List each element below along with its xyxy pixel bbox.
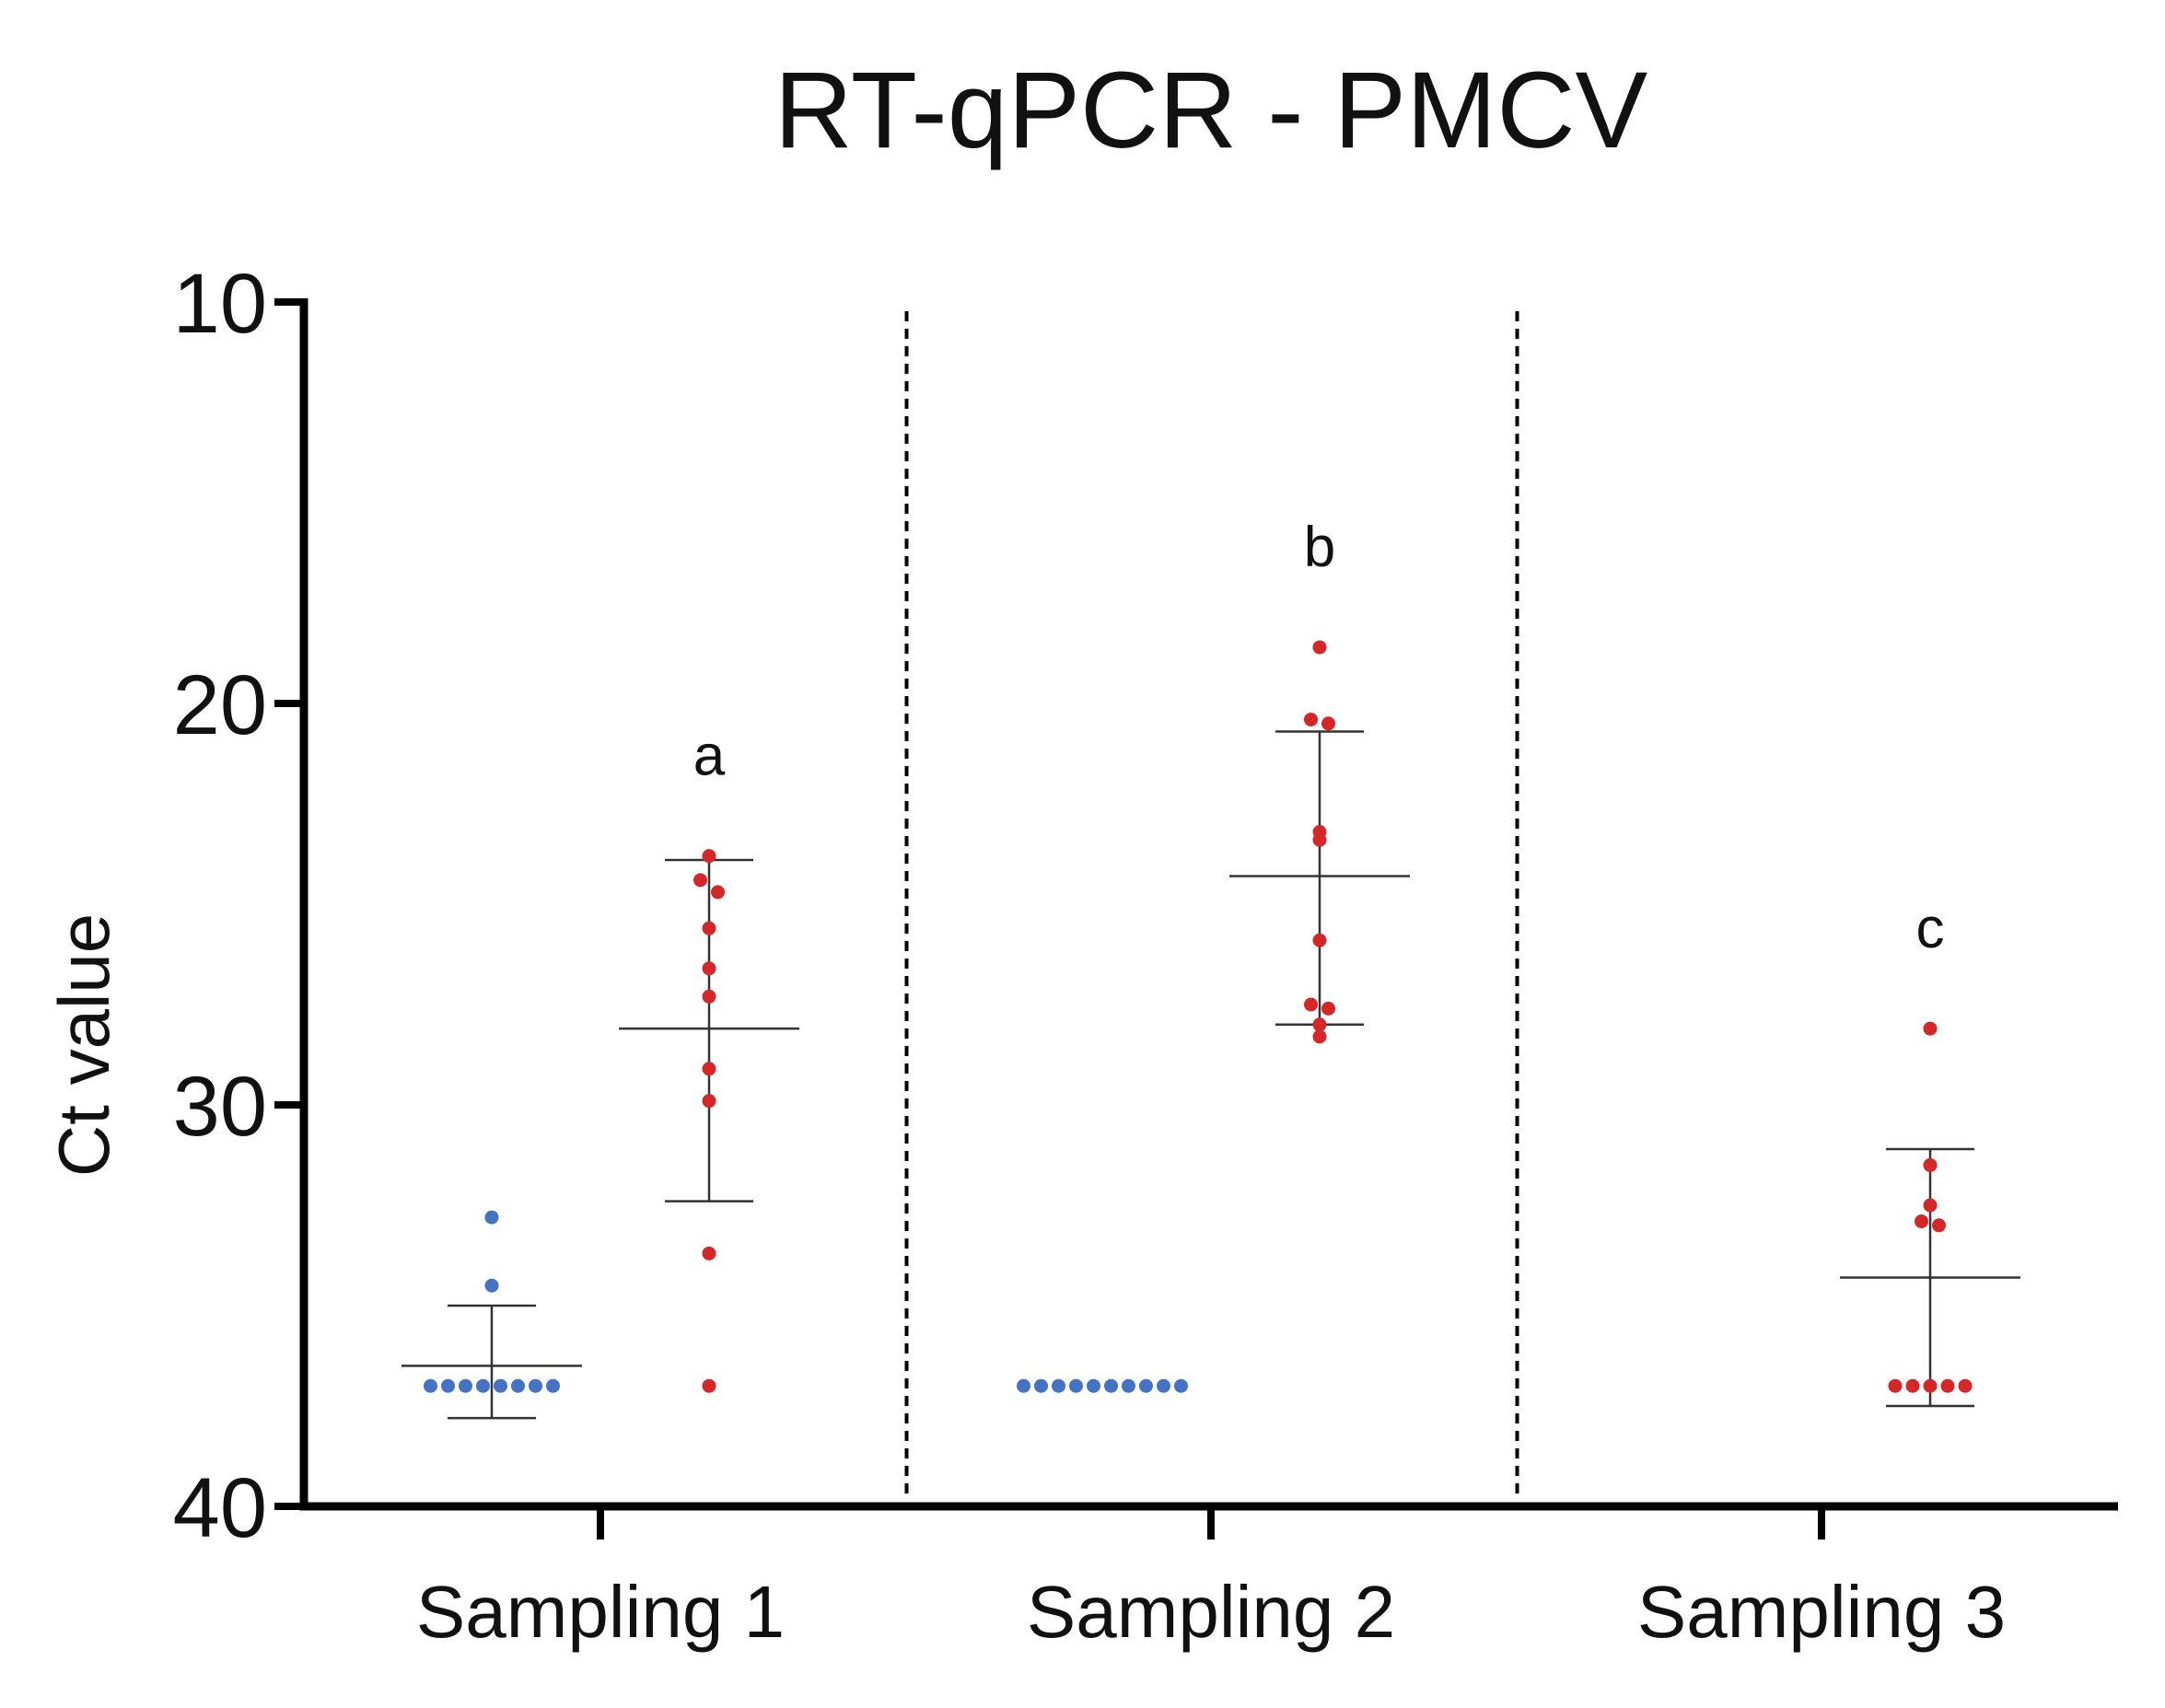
blue-data-point	[1104, 1378, 1118, 1393]
significance-letter: a	[693, 725, 726, 788]
group-separators	[904, 311, 1519, 1499]
blue-data-point	[1087, 1378, 1100, 1393]
blue-data-point	[441, 1378, 455, 1393]
y-tick-labels: 10 20 30 40	[173, 257, 267, 1555]
blue-data-point	[1122, 1378, 1135, 1393]
y-tick-label: 40	[173, 1461, 267, 1555]
red-data-point	[702, 1378, 716, 1393]
red-data-point	[1888, 1378, 1903, 1393]
y-axis-label: Ct value	[43, 913, 124, 1177]
red-data-point	[1321, 1001, 1335, 1016]
blue-data-point	[1174, 1378, 1188, 1393]
x-tick-label: Sampling 2	[1027, 1571, 1395, 1653]
error-bars	[402, 730, 2020, 1420]
red-data-point	[702, 961, 716, 976]
blue-data-point	[494, 1378, 507, 1393]
blue-data-point	[1034, 1378, 1048, 1393]
blue-data-point	[459, 1378, 472, 1393]
x-tick-label: Sampling 1	[416, 1571, 785, 1653]
x-tick-label: Sampling 3	[1637, 1571, 2006, 1653]
red-data-point	[1923, 1157, 1938, 1172]
red-data-point	[1958, 1378, 1973, 1393]
y-tick-label: 10	[173, 257, 267, 351]
x-tick-labels: Sampling 1 Sampling 2 Sampling 3	[416, 1571, 2006, 1653]
y-tick-label: 20	[173, 658, 267, 752]
red-data-point	[711, 885, 725, 900]
blue-data-point	[1052, 1378, 1065, 1393]
axes	[274, 298, 2118, 1540]
red-data-point	[1304, 997, 1318, 1012]
red-data-point	[1304, 712, 1318, 726]
blue-data-point	[1157, 1378, 1170, 1393]
red-data-point	[702, 1094, 716, 1109]
red-data-point	[1312, 1029, 1327, 1044]
significance-letter: b	[1304, 516, 1335, 579]
blue-data-point	[476, 1378, 490, 1393]
red-data-point	[1923, 1378, 1938, 1393]
blue-data-point	[484, 1210, 499, 1225]
significance-letters: a b c	[693, 516, 1945, 960]
blue-data-point	[1139, 1378, 1153, 1393]
red-data-point	[1312, 1017, 1327, 1032]
blue-data-point	[484, 1278, 499, 1293]
y-tick-label: 30	[173, 1060, 267, 1154]
red-data-point	[1312, 832, 1327, 847]
blue-data-point	[511, 1378, 525, 1393]
blue-data-point	[1069, 1378, 1083, 1393]
red-data-point	[702, 921, 716, 935]
red-data-point	[1940, 1378, 1955, 1393]
blue-data-point	[529, 1378, 542, 1393]
red-data-point	[1312, 640, 1327, 655]
chart-title: RT-qPCR - PMCV	[774, 50, 1648, 171]
red-data-point	[1321, 716, 1335, 731]
blue-data-point	[1017, 1378, 1030, 1393]
red-data-point	[1915, 1214, 1928, 1228]
red-data-point	[702, 1062, 716, 1076]
data-points	[424, 640, 1973, 1393]
red-data-point	[1923, 1198, 1938, 1213]
significance-letter: c	[1916, 897, 1945, 960]
red-data-point	[693, 873, 707, 888]
red-data-point	[702, 1246, 716, 1261]
red-data-point	[1905, 1378, 1920, 1393]
blue-data-point	[546, 1378, 560, 1393]
red-data-point	[702, 989, 716, 1004]
red-data-point	[702, 849, 716, 864]
blue-data-point	[424, 1378, 437, 1393]
red-data-point	[1932, 1218, 1946, 1233]
red-data-point	[1923, 1021, 1938, 1036]
red-data-point	[1312, 933, 1327, 947]
